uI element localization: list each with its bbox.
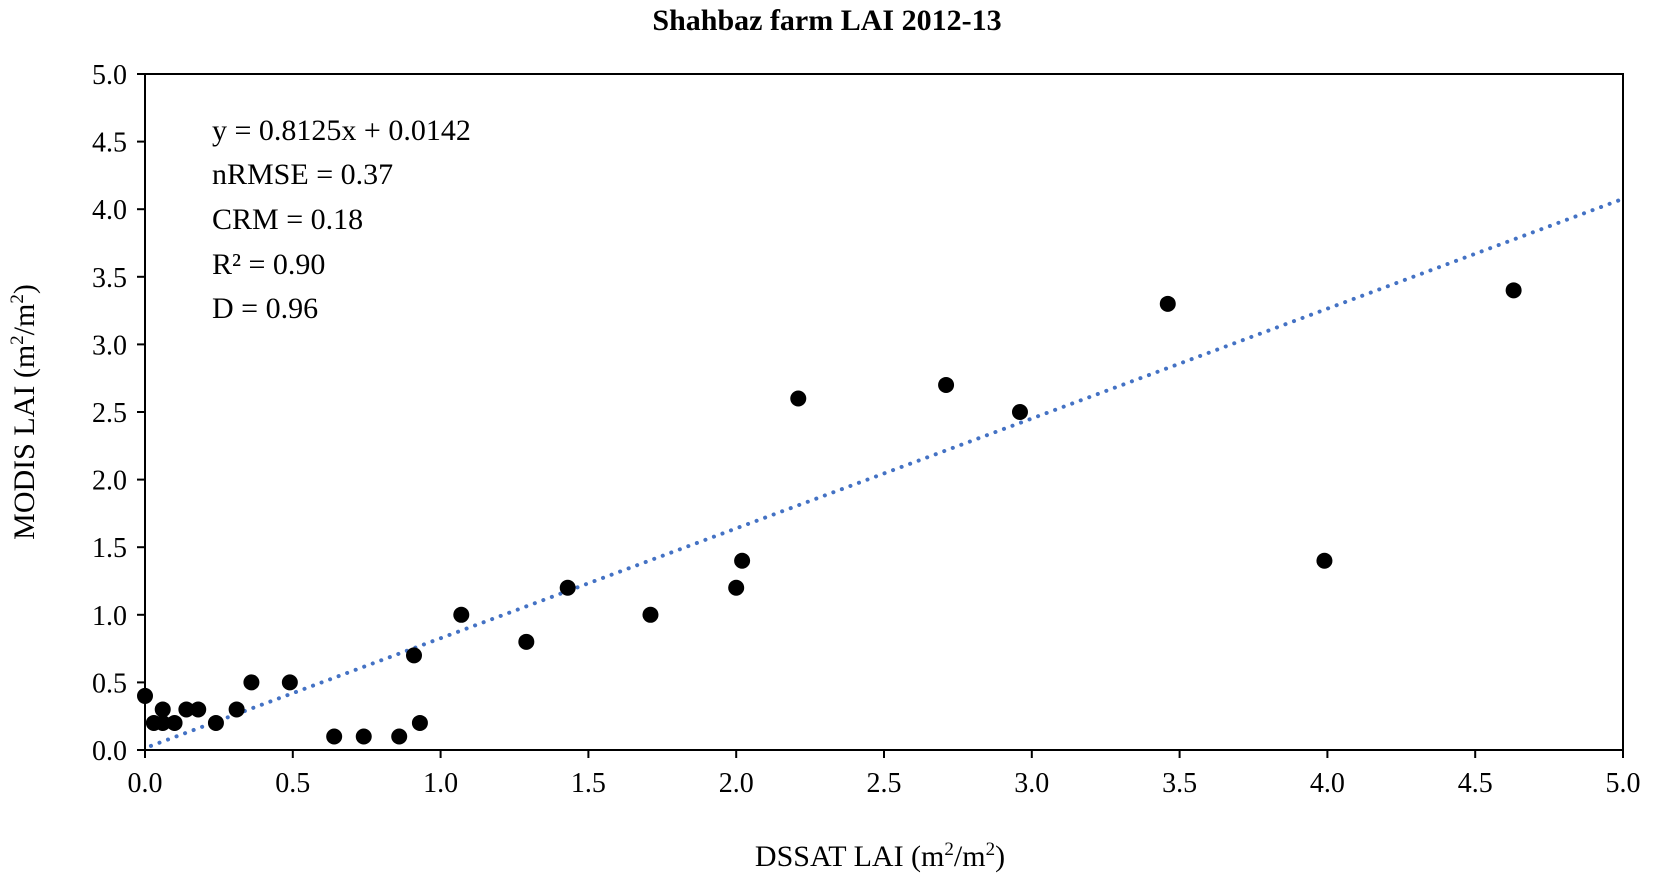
regression-equation: y = 0.8125x + 0.0142 xyxy=(212,114,471,147)
trendline-layer xyxy=(148,196,1625,748)
y-tick-label: 0.0 xyxy=(92,736,127,767)
x-axis-ticks: 0.0 0.5 1.0 1.5 2.0 2.5 3.0 3.5 4.0 4.5 5.0 xyxy=(128,750,1641,799)
x-tick-label: 0.5 xyxy=(275,768,310,799)
x-tick-label: 1.5 xyxy=(571,768,606,799)
x-tick-label: 4.5 xyxy=(1458,768,1493,799)
y-tick-label: 2.0 xyxy=(92,466,127,497)
data-point xyxy=(405,647,422,664)
x-tick-label: 0.0 xyxy=(128,768,163,799)
y-tick-label: 0.5 xyxy=(92,668,127,699)
x-tick-label: 1.0 xyxy=(423,768,458,799)
data-point xyxy=(178,701,195,718)
data-point xyxy=(1011,404,1028,420)
data-points xyxy=(137,282,1522,745)
data-point xyxy=(453,606,470,623)
data-point xyxy=(166,714,183,731)
y-tick-label: 3.5 xyxy=(92,263,127,294)
y-tick-label: 4.5 xyxy=(92,128,127,159)
x-tick-label: 2.0 xyxy=(719,768,754,799)
data-point xyxy=(938,376,955,393)
stats-annotation: y = 0.8125x + 0.0142 nRMSE = 0.37 CRM = … xyxy=(212,114,471,325)
data-point xyxy=(728,579,745,596)
y-tick-label: 1.5 xyxy=(92,533,127,564)
data-point xyxy=(326,728,343,745)
data-point xyxy=(391,728,408,745)
data-point xyxy=(518,633,535,650)
x-axis-label: DSSAT LAI (m2/m2) xyxy=(755,839,1005,873)
y-axis-label: MODIS LAI (m2/m2) xyxy=(7,284,41,540)
data-point xyxy=(1159,295,1176,312)
d-stat: D = 0.96 xyxy=(212,292,318,325)
data-point xyxy=(1316,552,1333,569)
x-tick-label: 5.0 xyxy=(1606,768,1641,799)
x-tick-label: 3.0 xyxy=(1014,768,1049,799)
crm-stat: CRM = 0.18 xyxy=(212,203,363,236)
y-tick-label: 3.0 xyxy=(92,330,127,361)
data-point xyxy=(154,701,171,718)
data-point xyxy=(1505,282,1522,299)
y-tick-label: 2.5 xyxy=(92,398,127,429)
data-point xyxy=(137,687,153,704)
x-tick-label: 3.5 xyxy=(1162,768,1197,799)
r2-stat: R² = 0.90 xyxy=(212,248,325,281)
data-point xyxy=(411,714,428,731)
data-point xyxy=(642,606,659,623)
data-point xyxy=(243,674,260,691)
y-tick-label: 5.0 xyxy=(92,60,127,91)
nrmse-stat: nRMSE = 0.37 xyxy=(212,158,393,191)
data-point xyxy=(154,714,171,731)
data-point xyxy=(559,579,576,596)
data-point xyxy=(734,552,751,569)
chart-title: Shahbaz farm LAI 2012-13 xyxy=(652,4,1001,37)
y-tick-label: 4.0 xyxy=(92,195,127,226)
trendline xyxy=(148,196,1625,748)
data-point xyxy=(281,674,298,691)
data-point xyxy=(228,701,245,718)
x-tick-label: 2.5 xyxy=(867,768,902,799)
data-point xyxy=(790,390,807,407)
data-point xyxy=(190,701,207,718)
y-axis-ticks: 0.0 0.5 1.0 1.5 2.0 2.5 3.0 3.5 4.0 4.5 5.0 xyxy=(92,60,145,767)
data-point xyxy=(355,728,372,745)
y-tick-label: 1.0 xyxy=(92,601,127,632)
data-point xyxy=(207,714,224,731)
x-tick-label: 4.0 xyxy=(1310,768,1345,799)
